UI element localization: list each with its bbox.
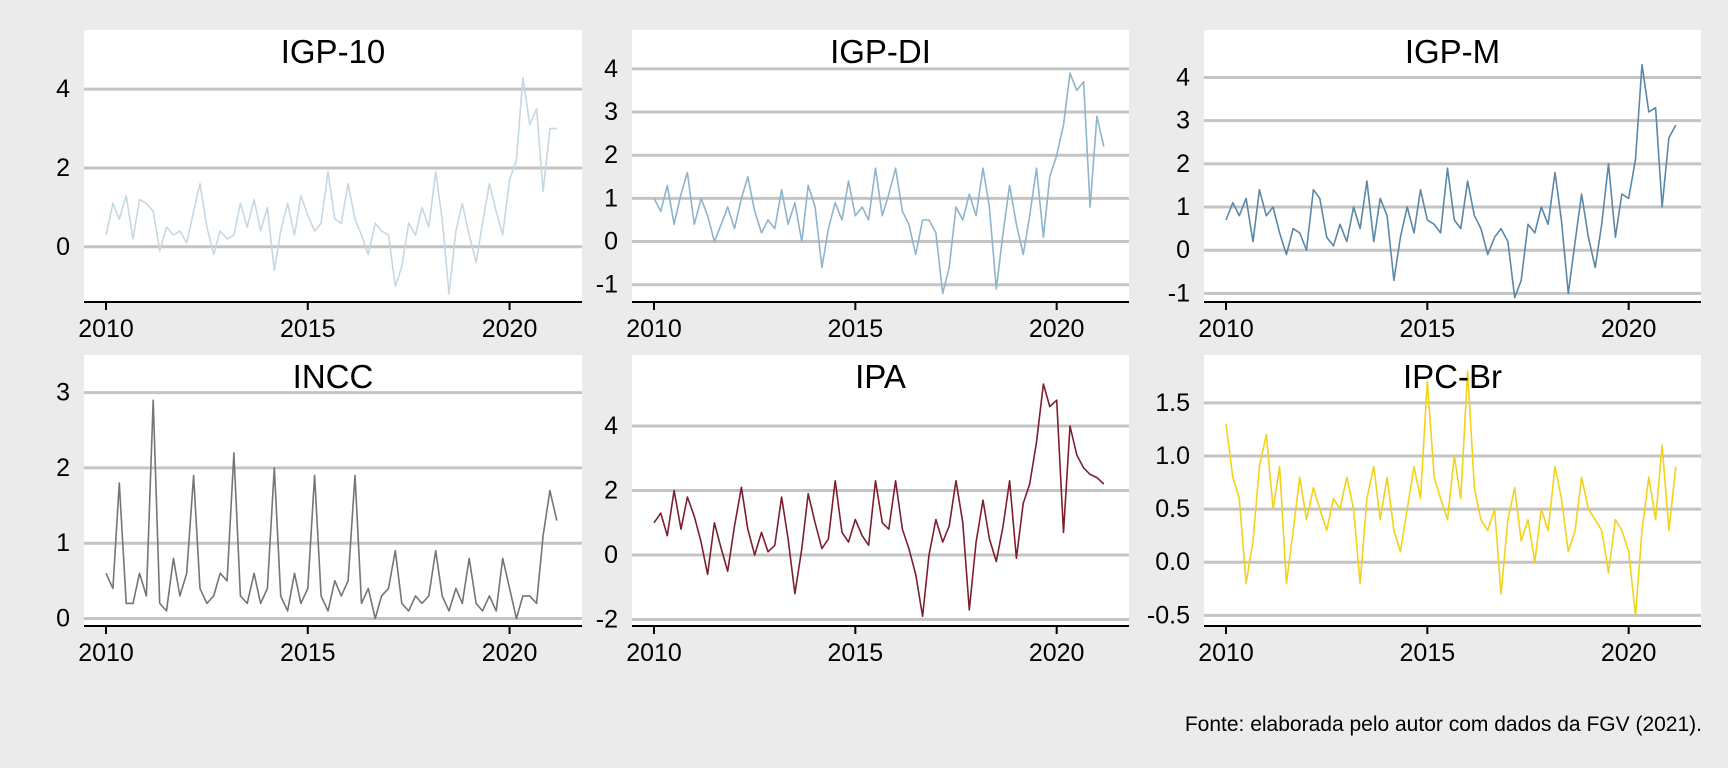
y-tick-label: 1.5 bbox=[1155, 389, 1190, 417]
panel-title: INCC bbox=[293, 358, 374, 395]
series-line bbox=[653, 383, 1105, 618]
source-caption: Fonte: elaborada pelo autor com dados da… bbox=[1184, 713, 1702, 736]
y-tick-label: 1 bbox=[56, 529, 70, 557]
plot-area bbox=[84, 355, 582, 626]
series-line bbox=[105, 76, 557, 295]
y-tick-label: -1 bbox=[596, 271, 618, 299]
plot-area bbox=[1204, 30, 1701, 302]
y-tick-label: 3 bbox=[56, 379, 70, 407]
panel-incc: 0 1 2 3 2010 2015 2020 INCC bbox=[56, 355, 582, 667]
series-line bbox=[1225, 63, 1677, 299]
x-tick-label: 2020 bbox=[1601, 315, 1657, 343]
panel-igp-di: -1 0 1 2 3 4 2010 2015 2020 IGP-DI bbox=[596, 30, 1129, 343]
series-line bbox=[105, 399, 558, 620]
panel-igp-10: 0 2 4 2010 2015 2020 IGP-10 bbox=[56, 30, 582, 343]
panel-title: IGP-10 bbox=[281, 33, 386, 70]
y-tick-label: 2 bbox=[56, 154, 70, 182]
panel-title: IGP-DI bbox=[830, 33, 931, 70]
y-tick-label: 2 bbox=[56, 454, 70, 482]
y-tick-label: 4 bbox=[1176, 63, 1190, 91]
y-tick-label: 0 bbox=[604, 541, 618, 569]
x-tick-label: 2020 bbox=[1601, 639, 1657, 667]
y-tick-label: 2 bbox=[604, 141, 618, 169]
y-tick-label: 4 bbox=[604, 412, 618, 440]
plot-area bbox=[84, 30, 582, 302]
y-tick-label: 1 bbox=[1176, 193, 1190, 221]
panel-ipc-br: -0.5 0.0 0.5 1.0 1.5 2010 2015 2020 IPC-Br bbox=[1147, 355, 1701, 667]
y-tick-label: 3 bbox=[1176, 107, 1190, 135]
panel-igp-m: -1 0 1 2 3 4 2010 2015 2020 IGP-M bbox=[1168, 30, 1701, 343]
x-tick-label: 2015 bbox=[828, 639, 884, 667]
y-tick-label: 2 bbox=[604, 477, 618, 505]
x-tick-label: 2015 bbox=[1400, 639, 1456, 667]
y-tick-label: 4 bbox=[56, 75, 70, 103]
y-tick-label: 4 bbox=[604, 55, 618, 83]
y-tick-label: 0 bbox=[56, 604, 70, 632]
x-tick-label: 2015 bbox=[280, 639, 336, 667]
x-tick-label: 2020 bbox=[482, 315, 538, 343]
series-line bbox=[1225, 370, 1677, 617]
x-tick-label: 2020 bbox=[1029, 639, 1085, 667]
x-tick-label: 2010 bbox=[78, 639, 134, 667]
panel-title: IPA bbox=[855, 358, 906, 395]
plot-area bbox=[1204, 355, 1701, 626]
y-tick-label: 0 bbox=[1176, 236, 1190, 264]
panel-ipa: -2 0 2 4 2010 2015 2020 IPA bbox=[596, 355, 1129, 667]
y-tick-label: 3 bbox=[604, 98, 618, 126]
series-line bbox=[653, 72, 1105, 295]
x-tick-label: 2010 bbox=[78, 315, 134, 343]
x-tick-label: 2010 bbox=[626, 315, 682, 343]
y-tick-label: -0.5 bbox=[1147, 601, 1190, 629]
x-tick-label: 2010 bbox=[1198, 639, 1254, 667]
y-tick-label: 0 bbox=[604, 228, 618, 256]
y-tick-label: 0.0 bbox=[1155, 548, 1190, 576]
y-tick-label: 2 bbox=[1176, 150, 1190, 178]
x-tick-label: 2015 bbox=[280, 315, 336, 343]
plot-area bbox=[632, 30, 1129, 302]
panel-title: IGP-M bbox=[1405, 33, 1500, 70]
y-tick-label: -2 bbox=[596, 606, 618, 634]
y-tick-label: 0 bbox=[56, 233, 70, 261]
y-tick-label: 1 bbox=[604, 184, 618, 212]
y-tick-label: 0.5 bbox=[1155, 495, 1190, 523]
panel-title: IPC-Br bbox=[1403, 358, 1502, 395]
y-tick-label: -1 bbox=[1168, 279, 1190, 307]
x-tick-label: 2015 bbox=[1400, 315, 1456, 343]
x-tick-label: 2020 bbox=[1029, 315, 1085, 343]
x-tick-label: 2020 bbox=[482, 639, 538, 667]
x-tick-label: 2010 bbox=[1198, 315, 1254, 343]
y-tick-label: 1.0 bbox=[1155, 442, 1190, 470]
x-tick-label: 2010 bbox=[626, 639, 682, 667]
x-tick-label: 2015 bbox=[828, 315, 884, 343]
